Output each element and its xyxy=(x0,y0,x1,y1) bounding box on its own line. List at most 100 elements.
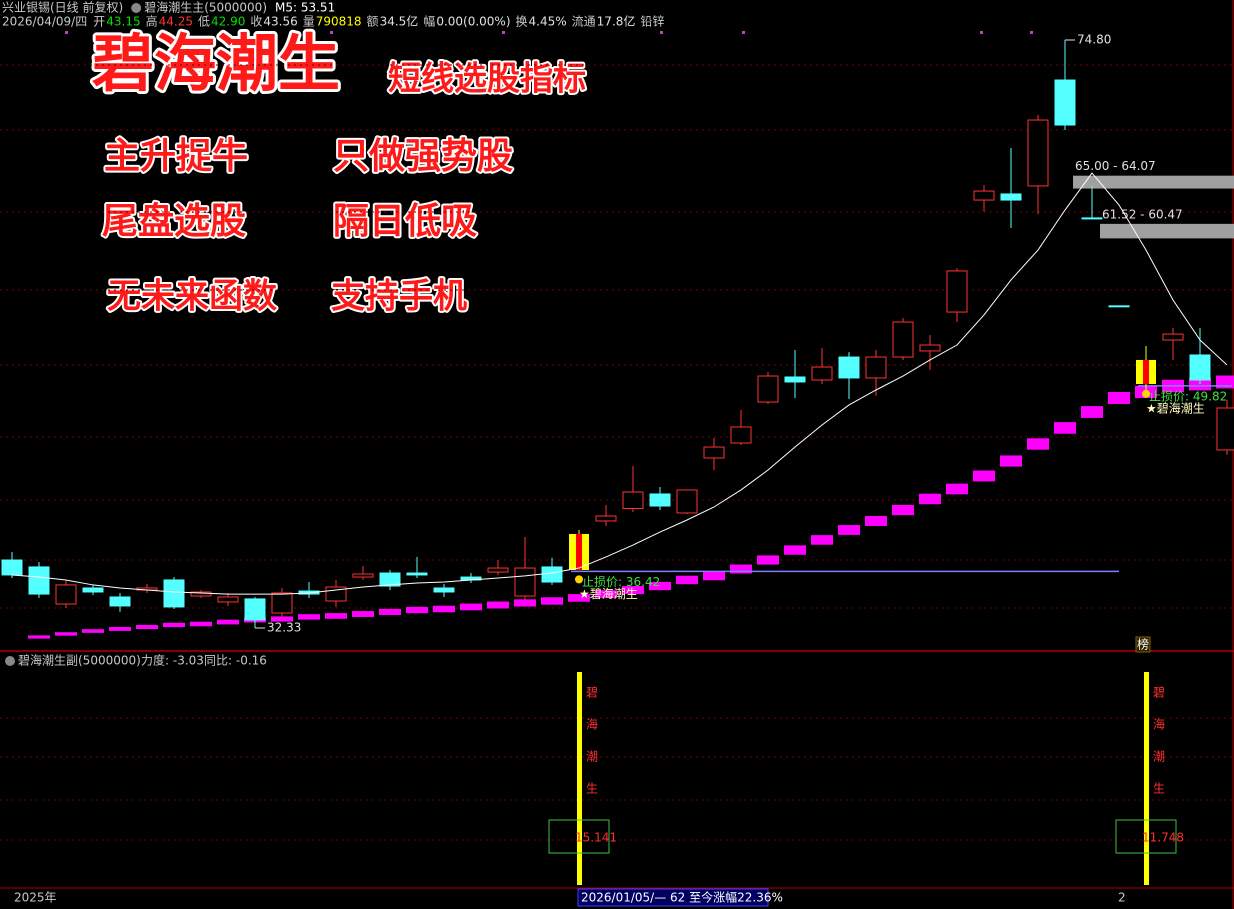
signal-bar xyxy=(577,672,582,885)
candle-body xyxy=(1189,354,1211,381)
price-label: 32.33 xyxy=(267,620,301,634)
support-mark xyxy=(352,611,374,617)
marker-dot xyxy=(330,31,333,34)
info-label: 流通 xyxy=(572,15,596,29)
zone-label: 61.52 - 60.47 xyxy=(1102,207,1183,221)
signal-label: ★碧海潮生 xyxy=(579,586,638,601)
candle-body xyxy=(865,356,887,379)
overlay-line: 支持手机 xyxy=(331,277,467,317)
support-mark xyxy=(865,515,887,526)
info-value: 43.56 xyxy=(263,15,297,29)
support-mark xyxy=(217,619,239,625)
support-mark xyxy=(514,599,536,607)
candle-body xyxy=(649,493,671,507)
candle-body xyxy=(784,376,806,383)
strength-box xyxy=(1115,819,1177,854)
candle-body xyxy=(919,344,941,352)
support-mark xyxy=(109,627,131,631)
candle-body xyxy=(1054,79,1076,126)
sub-force: 力度: -3.03 xyxy=(141,653,204,668)
info-value: 4.45% xyxy=(529,15,567,29)
info-value: 17.8亿 xyxy=(597,14,636,29)
candle-body xyxy=(244,598,266,621)
support-mark xyxy=(703,571,725,581)
support-mark xyxy=(730,564,752,574)
support-mark xyxy=(676,575,698,585)
sub-title: 碧海潮生副(5000000) xyxy=(18,653,141,668)
candle-body xyxy=(730,426,752,444)
stop-label: 止损价: 49.82 xyxy=(1149,389,1227,403)
info-value: 43.15 xyxy=(106,15,140,29)
candle-body xyxy=(1216,407,1234,451)
support-mark xyxy=(784,545,806,555)
candle-body xyxy=(514,567,536,597)
info-label: 额 xyxy=(367,15,379,29)
support-mark xyxy=(487,601,509,609)
support-mark xyxy=(1000,455,1022,467)
info-value: 34.5亿 xyxy=(380,14,419,29)
signal-bar-char: 海 xyxy=(1153,717,1165,732)
signal-stripe xyxy=(576,533,582,570)
sub-yoy: 同比: -0.16 xyxy=(204,654,267,668)
candle-body xyxy=(1000,193,1022,201)
support-mark xyxy=(568,594,590,602)
candle-body xyxy=(676,489,698,514)
support-mark xyxy=(190,621,212,627)
info-label: 开 xyxy=(93,15,105,29)
support-mark xyxy=(919,493,941,505)
info-value: 790818 xyxy=(316,15,362,29)
collapse-icon[interactable] xyxy=(5,656,15,666)
info-label: 低 xyxy=(198,15,210,29)
info-label: 高 xyxy=(146,14,158,29)
info-label: 收 xyxy=(250,15,262,29)
candle-body xyxy=(1027,119,1049,187)
candle-body xyxy=(595,515,617,522)
support-mark xyxy=(55,632,77,636)
candle-body xyxy=(406,572,428,576)
info-label: 幅 xyxy=(423,14,435,29)
zone-label: 65.00 - 64.07 xyxy=(1075,159,1156,173)
candle-body xyxy=(55,584,77,605)
candle-body xyxy=(352,573,374,578)
support-mark xyxy=(28,635,50,639)
period-label: 2026/01/05/— 62 至今涨幅22.36% xyxy=(581,890,783,905)
ma-line xyxy=(11,172,1228,595)
marker-dot xyxy=(1030,31,1033,34)
overlay-title: 碧海潮生 xyxy=(92,27,340,100)
info-label: 换 xyxy=(516,15,528,29)
collapse-icon[interactable] xyxy=(131,3,142,13)
signal-dot xyxy=(575,575,583,584)
candle-body xyxy=(1162,333,1184,341)
candle-body xyxy=(1108,305,1130,308)
info-value: 0.00(0.00%) xyxy=(436,15,510,29)
info-label: 铅锌 xyxy=(640,15,664,29)
rank-tag: 榜 xyxy=(1137,637,1149,652)
candle-body xyxy=(379,572,401,587)
candle-body xyxy=(622,491,644,510)
signal-label: ★碧海潮生 xyxy=(1146,400,1205,415)
signal-bar-char: 海 xyxy=(586,717,598,732)
support-mark xyxy=(433,605,455,613)
candle-body xyxy=(163,579,185,608)
signal-bar-char: 碧 xyxy=(1153,686,1165,700)
marker-dot xyxy=(502,31,505,34)
support-mark xyxy=(460,603,482,611)
signal-bar xyxy=(1144,672,1149,885)
support-mark xyxy=(946,483,968,495)
x-year-label: 2025年 xyxy=(14,891,57,905)
overlay-line: 无未来函数 xyxy=(107,277,277,317)
info-label: 量 xyxy=(303,15,315,29)
header-text: 兴业银锡(日线 前复权) xyxy=(2,0,123,15)
overlay-line: 隔日低吸 xyxy=(333,201,477,242)
candle-body xyxy=(217,596,239,603)
overlay-line: 只做强势股 xyxy=(333,136,513,177)
candle-body xyxy=(487,567,509,573)
overlay-subtitle: 短线选股指标 xyxy=(388,59,586,98)
candle-body xyxy=(1,559,23,576)
support-mark xyxy=(406,606,428,614)
support-mark xyxy=(1081,406,1103,418)
zone xyxy=(1100,223,1234,239)
strength-label: 15.141 xyxy=(575,831,617,845)
info-label: 2026/04/09/四 xyxy=(2,15,87,29)
candle-body xyxy=(271,592,293,614)
